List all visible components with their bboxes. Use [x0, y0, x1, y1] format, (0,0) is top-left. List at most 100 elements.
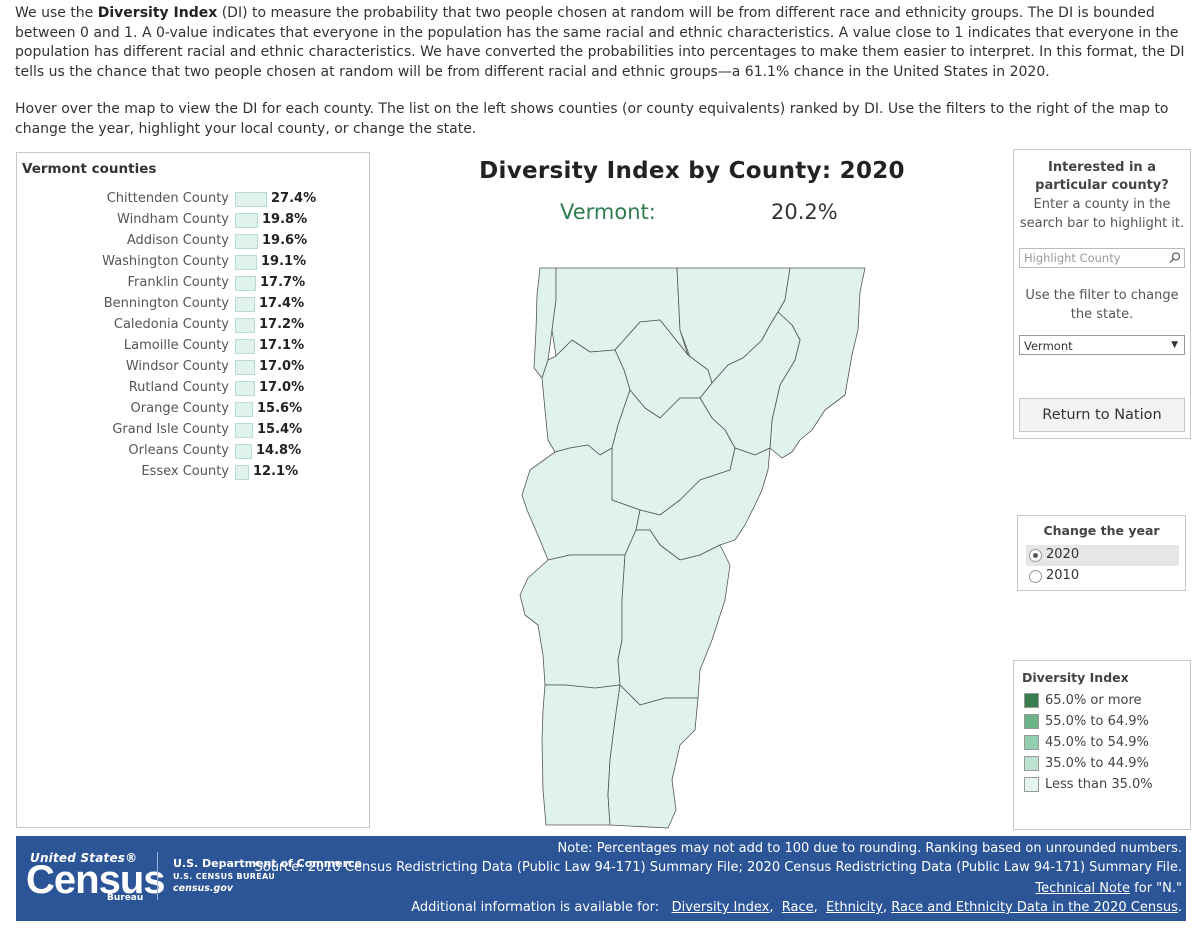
legend-label: 45.0% to 54.9% — [1045, 735, 1149, 750]
logo-bureau: Bureau — [107, 893, 144, 903]
county-ranking-panel: Vermont counties Chittenden County 27.4% W… — [16, 152, 370, 828]
county-row[interactable]: Orleans County 14.8% — [17, 441, 369, 462]
race-link[interactable]: Race — [781, 900, 814, 915]
search-icon[interactable] — [1168, 251, 1182, 265]
map-title: Diversity Index by County: 2020 — [479, 158, 905, 184]
county-name: Orleans County — [128, 443, 229, 458]
county-di-value: 14.8% — [256, 443, 302, 458]
county-di-value: 12.1% — [253, 464, 299, 479]
county-di-bar[interactable] — [235, 255, 257, 270]
source-note: Source: 2010 Census Redistricting Data (… — [254, 860, 1182, 875]
county-row[interactable]: Essex County 12.1% — [17, 462, 369, 483]
state-select[interactable]: Vermont ▼ — [1019, 335, 1185, 355]
county-di-bar[interactable] — [235, 297, 255, 312]
county-row[interactable]: Windham County 19.8% — [17, 210, 369, 231]
county-row[interactable]: Washington County 19.1% — [17, 252, 369, 273]
county-row[interactable]: Rutland County 17.0% — [17, 378, 369, 399]
map-county-windham[interactable] — [607, 684, 699, 829]
year-option-label: 2010 — [1046, 568, 1080, 583]
county-row[interactable]: Orange County 15.6% — [17, 399, 369, 420]
county-di-bar[interactable] — [235, 234, 258, 249]
county-di-value: 17.0% — [259, 359, 305, 374]
technical-note-line: Technical Note for "N." — [1035, 881, 1182, 896]
county-di-value: 27.4% — [271, 191, 317, 206]
county-di-value: 15.4% — [257, 422, 303, 437]
diversity-index-legend: Diversity Index 65.0% or more 55.0% to 64… — [1013, 660, 1191, 830]
county-di-value: 17.2% — [259, 317, 305, 332]
county-name: Essex County — [141, 464, 229, 479]
search-instruction: Enter a county in the search bar to high… — [1019, 197, 1185, 231]
county-row[interactable]: Caledonia County 17.2% — [17, 315, 369, 336]
county-di-value: 19.1% — [261, 254, 307, 269]
census-gov-link[interactable]: census.gov — [173, 883, 234, 894]
map-county-windsor[interactable] — [617, 529, 731, 706]
legend-label: 35.0% to 44.9% — [1045, 756, 1149, 771]
county-di-bar[interactable] — [235, 360, 255, 375]
county-di-value: 17.4% — [259, 296, 305, 311]
county-name: Chittenden County — [106, 191, 229, 206]
technical-note-link[interactable]: Technical Note — [1035, 881, 1131, 896]
race-ethnicity-data-link[interactable]: Race and Ethnicity Data in the 2020 Cens… — [891, 900, 1178, 915]
year-filter-title: Change the year — [1043, 523, 1160, 538]
county-di-bar[interactable] — [235, 318, 255, 333]
legend-swatch — [1024, 735, 1039, 750]
radio-selected-icon[interactable] — [1029, 549, 1042, 562]
logo-united-states: United States® — [30, 851, 138, 865]
county-row[interactable]: Chittenden County 27.4% — [17, 189, 369, 210]
county-di-bar[interactable] — [235, 423, 253, 438]
legend-swatch — [1024, 693, 1039, 708]
census-logo[interactable]: Census — [26, 858, 165, 902]
county-di-value: 17.7% — [260, 275, 306, 290]
diversity-index-link[interactable]: Diversity Index — [671, 900, 770, 915]
county-di-bar[interactable] — [235, 192, 267, 207]
county-di-bar[interactable] — [235, 402, 253, 417]
county-di-bar[interactable] — [235, 213, 258, 228]
technical-note-suffix: for "N." — [1130, 881, 1182, 896]
state-di-value: 20.2% — [771, 200, 838, 224]
highlight-county-input[interactable]: Highlight County — [1019, 248, 1185, 268]
legend-label: 55.0% to 64.9% — [1045, 714, 1149, 729]
legend-item: Less than 35.0% — [1024, 776, 1184, 794]
county-di-bar[interactable] — [235, 444, 252, 459]
county-name: Orange County — [130, 401, 229, 416]
intro-p1-rest: (DI) to measure the probability that two… — [15, 5, 1185, 80]
county-row[interactable]: Lamoille County 17.1% — [17, 336, 369, 357]
year-option-2010[interactable]: 2010 — [1026, 566, 1179, 587]
county-di-value: 15.6% — [257, 401, 303, 416]
county-row[interactable]: Grand Isle County 15.4% — [17, 420, 369, 441]
year-option-label: 2020 — [1046, 547, 1080, 562]
legend-label: 65.0% or more — [1045, 693, 1142, 708]
search-panel-title: Interested in a particular county? — [1035, 160, 1169, 193]
vermont-county-map[interactable] — [510, 262, 870, 832]
intro-p1-bold: Diversity Index — [97, 5, 218, 21]
state-select-value: Vermont — [1024, 339, 1073, 353]
county-row[interactable]: Addison County 19.6% — [17, 231, 369, 252]
county-name: Windsor County — [125, 359, 229, 374]
intro-paragraph-1: We use the Diversity Index (DI) to measu… — [15, 4, 1185, 82]
legend-swatch — [1024, 756, 1039, 771]
county-di-bar[interactable] — [235, 381, 255, 396]
county-row[interactable]: Bennington County 17.4% — [17, 294, 369, 315]
county-name: Addison County — [126, 233, 229, 248]
county-name: Bennington County — [103, 296, 229, 311]
county-row[interactable]: Franklin County 17.7% — [17, 273, 369, 294]
county-row[interactable]: Windsor County 17.0% — [17, 357, 369, 378]
county-di-bar[interactable] — [235, 465, 249, 480]
intro-paragraph-2: Hover over the map to view the DI for ea… — [15, 101, 1169, 137]
county-name: Windham County — [117, 212, 229, 227]
return-to-nation-button[interactable]: Return to Nation — [1019, 398, 1185, 432]
ethnicity-link[interactable]: Ethnicity — [826, 900, 883, 915]
legend-item: 65.0% or more — [1024, 692, 1184, 710]
legend-item: 35.0% to 44.9% — [1024, 755, 1184, 773]
county-di-bar[interactable] — [235, 276, 256, 291]
census-footer: United States® Census Bureau U.S. Depart… — [16, 836, 1186, 921]
legend-item: 45.0% to 54.9% — [1024, 734, 1184, 752]
county-di-value: 19.6% — [262, 233, 308, 248]
radio-unselected-icon[interactable] — [1029, 570, 1042, 583]
additional-info-label: Additional information is available for: — [411, 900, 660, 915]
legend-swatch — [1024, 714, 1039, 729]
dropdown-arrow-icon[interactable]: ▼ — [1171, 340, 1178, 350]
year-option-2020[interactable]: 2020 — [1026, 545, 1179, 566]
map-county-rutland[interactable] — [519, 554, 626, 689]
county-di-bar[interactable] — [235, 339, 255, 354]
